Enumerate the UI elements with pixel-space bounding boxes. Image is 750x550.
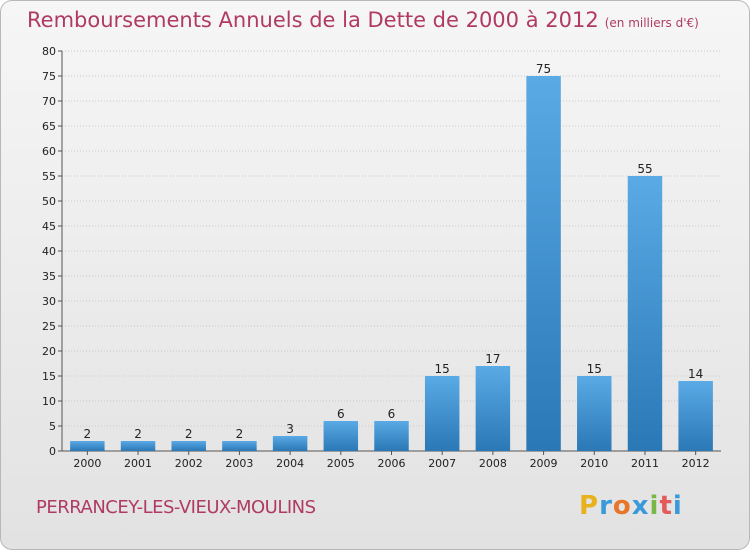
bar-2006 [374, 421, 409, 451]
bar-2012 [678, 381, 713, 451]
logo-letter: t [659, 491, 673, 521]
y-tick-label: 0 [49, 445, 56, 458]
logo-letter: x [631, 491, 650, 521]
y-tick-label: 50 [42, 195, 56, 208]
x-tick-label-2006: 2006 [378, 457, 406, 470]
x-tick-label-2005: 2005 [327, 457, 355, 470]
y-tick-label: 40 [42, 245, 56, 258]
data-label-2001: 2 [134, 427, 142, 441]
logo-letter: i [649, 491, 660, 521]
proxiti-logo: Proxiti [579, 491, 683, 521]
bar-2003 [222, 441, 257, 451]
data-label-2007: 15 [435, 362, 450, 376]
x-tick-label-2012: 2012 [682, 457, 710, 470]
bar-2001 [120, 441, 156, 451]
y-tick-label: 45 [42, 220, 56, 233]
data-label-2010: 15 [587, 362, 602, 376]
y-tick-label: 35 [42, 270, 56, 283]
x-tick-label-2008: 2008 [479, 457, 507, 470]
y-tick-label: 65 [42, 120, 56, 133]
data-label-2008: 17 [485, 352, 500, 366]
y-tick-label: 25 [42, 320, 56, 333]
chart-title: Remboursements Annuels de la Dette de 20… [27, 8, 699, 32]
y-tick-label: 5 [49, 420, 56, 433]
x-tick-label-2000: 2000 [73, 457, 101, 470]
logo-letter: r [599, 491, 613, 521]
x-tick-label-2002: 2002 [175, 457, 203, 470]
chart-title-unit: (en milliers d'€) [604, 16, 699, 30]
logo-letter: o [612, 491, 632, 521]
data-label-2004: 3 [286, 422, 294, 436]
x-tick-label-2003: 2003 [225, 457, 253, 470]
y-tick-label: 30 [42, 295, 56, 308]
y-tick-label: 80 [42, 45, 56, 58]
x-tick-label-2009: 2009 [530, 457, 558, 470]
x-tick-label-2007: 2007 [428, 457, 456, 470]
y-tick-label: 70 [42, 95, 56, 108]
y-tick-label: 75 [42, 70, 56, 83]
data-label-2012: 14 [688, 367, 703, 381]
data-label-2009: 75 [536, 62, 551, 76]
logo-letter: i [672, 491, 683, 521]
x-tick-label-2004: 2004 [276, 457, 304, 470]
data-label-2003: 2 [236, 427, 244, 441]
data-label-2006: 6 [388, 407, 396, 421]
logo-letter: P [579, 491, 600, 521]
y-tick-label: 15 [42, 370, 56, 383]
bar-2004 [272, 436, 308, 451]
bar-2007 [424, 376, 460, 451]
commune-name: PERRANCEY-LES-VIEUX-MOULINS [36, 497, 316, 518]
bar-2002 [171, 441, 206, 451]
y-tick-label: 10 [42, 395, 56, 408]
data-label-2011: 55 [637, 162, 652, 176]
chart-title-main: Remboursements Annuels de la Dette de 20… [27, 8, 599, 32]
bar-2000 [70, 441, 105, 451]
bar-2010 [577, 376, 612, 451]
data-label-2005: 6 [337, 407, 345, 421]
bar-2009 [526, 76, 561, 451]
y-tick-label: 60 [42, 145, 56, 158]
x-tick-label-2001: 2001 [124, 457, 152, 470]
y-tick-label: 55 [42, 170, 56, 183]
bar-2011 [627, 176, 663, 451]
data-label-2000: 2 [84, 427, 92, 441]
x-tick-label-2011: 2011 [631, 457, 659, 470]
data-label-2002: 2 [185, 427, 193, 441]
bar-2005 [323, 421, 359, 451]
bar-2008 [475, 366, 511, 451]
y-tick-label: 20 [42, 345, 56, 358]
x-tick-label-2010: 2010 [580, 457, 608, 470]
